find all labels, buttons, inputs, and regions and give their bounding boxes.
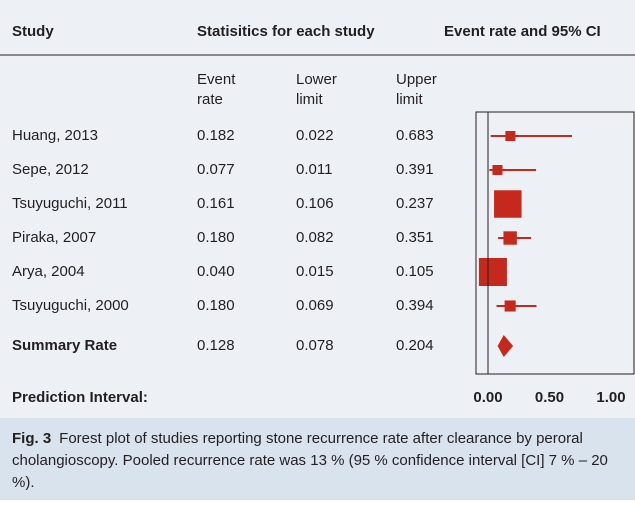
- study-name: Arya, 2004: [12, 263, 85, 280]
- stat-value: 0.022: [296, 127, 334, 144]
- stat-value: 0.011: [296, 161, 332, 178]
- study-name: Huang, 2013: [12, 127, 98, 144]
- x-tick-label: 0.00: [473, 389, 502, 406]
- caption-text: Forest plot of studies reporting stone r…: [12, 430, 608, 491]
- stat-value: 0.351: [396, 229, 434, 246]
- plot-frame: [475, 111, 635, 375]
- stat-value: 0.391: [396, 161, 434, 178]
- study-name: Tsuyuguchi, 2000: [12, 297, 129, 314]
- study-name: Sepe, 2012: [12, 161, 89, 178]
- stat-value: 0.683: [396, 127, 434, 144]
- stat-value: 0.180: [197, 297, 235, 314]
- rate-square: [503, 231, 517, 245]
- stat-value: 0.128: [197, 337, 235, 354]
- stat-value: 0.237: [396, 195, 434, 212]
- summary-label: Summary Rate: [12, 337, 117, 354]
- summary-diamond: [497, 335, 514, 357]
- stat-value: 0.204: [396, 337, 434, 354]
- sub-header: Upper limit: [396, 71, 437, 108]
- stat-value: 0.082: [296, 229, 334, 246]
- stat-value: 0.040: [197, 263, 235, 280]
- x-tick-label: 0.50: [535, 389, 564, 406]
- column-header: Statisitics for each study: [197, 23, 375, 40]
- x-tick-label: 1.00: [596, 389, 625, 406]
- stat-value: 0.161: [197, 195, 235, 212]
- prediction-label: Prediction Interval:: [12, 389, 148, 406]
- sub-header: Event rate: [197, 71, 236, 108]
- caption-label: Fig. 3: [12, 430, 52, 447]
- stat-value: 0.180: [197, 229, 235, 246]
- figure-caption: Fig. 3 Forest plot of studies reporting s…: [0, 418, 635, 500]
- stat-value: 0.394: [396, 297, 434, 314]
- stat-value: 0.015: [296, 263, 334, 280]
- stat-value: 0.077: [197, 161, 235, 178]
- rate-square: [492, 165, 503, 175]
- stat-value: 0.078: [296, 337, 334, 354]
- rate-square: [478, 258, 507, 286]
- rate-square: [505, 131, 516, 141]
- rate-square: [494, 190, 522, 218]
- rate-square: [504, 300, 516, 312]
- study-name: Piraka, 2007: [12, 229, 96, 246]
- stat-value: 0.182: [197, 127, 235, 144]
- forest-plot: Study Statisitics for each study Event rat…: [0, 0, 635, 418]
- sub-header: Lower limit: [296, 71, 337, 108]
- table-background: [0, 0, 635, 418]
- study-name: Tsuyuguchi, 2011: [12, 195, 128, 212]
- column-header: Study: [12, 23, 54, 40]
- stat-value: 0.105: [396, 263, 434, 280]
- stat-value: 0.069: [296, 297, 334, 314]
- column-header: Event rate and 95% CI: [444, 23, 601, 40]
- stat-value: 0.106: [296, 195, 334, 212]
